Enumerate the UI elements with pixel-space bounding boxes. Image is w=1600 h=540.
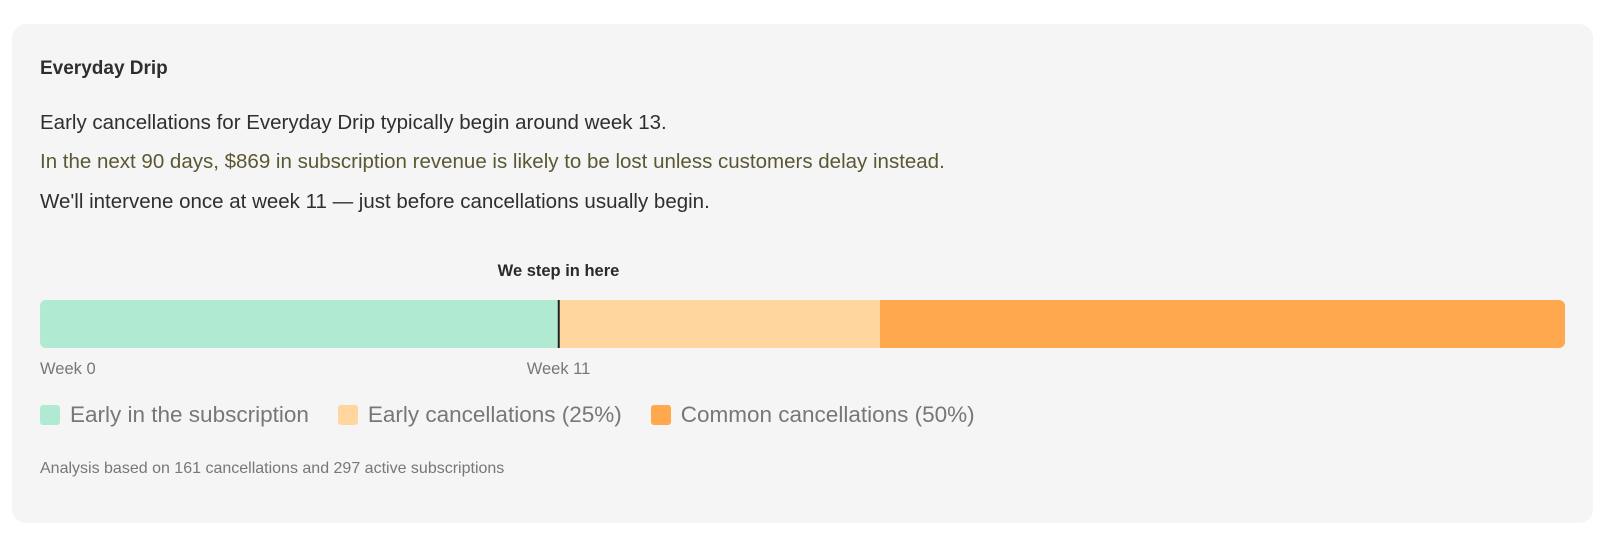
- legend-label: Early cancellations (25%): [367, 402, 622, 427]
- step-in-annotation: We step in here: [497, 262, 620, 280]
- swatch-icon: [40, 405, 60, 425]
- swatch-icon: [337, 405, 358, 425]
- intervention-text: We'll intervene once at week 11 — just b…: [40, 190, 710, 213]
- product-churn-card: Everyday Drip Early cancellations for Ev…: [12, 24, 1593, 523]
- legend-item-common-cancellations: Common cancellations (50%): [650, 400, 975, 430]
- legend-item-early-cancellations: Early cancellations (25%): [337, 400, 622, 430]
- timeline-bar: [40, 300, 1565, 348]
- analysis-footnote: Analysis based on 161 cancellations and …: [40, 460, 505, 477]
- swatch-icon: [650, 405, 671, 425]
- segment-early-subscription: [40, 300, 559, 348]
- revenue-risk-text: In the next 90 days, $869 in subscriptio…: [40, 150, 945, 173]
- segment-common-cancellations: [880, 300, 1565, 348]
- cancellation-start-text: Early cancellations for Everyday Drip ty…: [40, 111, 667, 134]
- legend-label: Common cancellations (50%): [680, 402, 975, 427]
- product-title: Everyday Drip: [40, 58, 168, 79]
- chart-legend: Early in the subscription Early cancella…: [40, 399, 1004, 431]
- week-marker-label: Week 11: [526, 360, 591, 378]
- legend-label: Early in the subscription: [70, 402, 309, 427]
- legend-item-early-subscription: Early in the subscription: [40, 400, 309, 430]
- segment-early-cancellations: [558, 300, 881, 348]
- intervention-marker: [557, 300, 560, 348]
- week-start-label: Week 0: [40, 360, 96, 378]
